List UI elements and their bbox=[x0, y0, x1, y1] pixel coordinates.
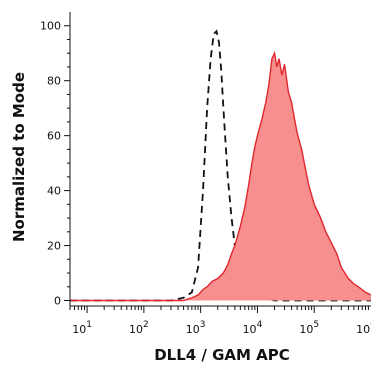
series-1-outline bbox=[70, 50, 371, 302]
x-tick-label: 101 bbox=[72, 320, 92, 336]
y-tick-label: 20 bbox=[47, 240, 61, 253]
series-1-area bbox=[70, 53, 371, 301]
x-ticks: 101 102 103 104 105 106 bbox=[69, 306, 371, 336]
plot-area bbox=[70, 29, 371, 302]
y-axis-title: Normalized to Mode bbox=[10, 72, 28, 242]
x-axis-title: DLL4 / GAM APC bbox=[154, 346, 290, 364]
y-tick-label: 0 bbox=[54, 295, 61, 308]
x-tick-label: 103 bbox=[186, 320, 206, 336]
y-tick-label: 100 bbox=[40, 20, 61, 33]
x-tick-label: 105 bbox=[299, 320, 319, 336]
y-ticks: 0 20 40 60 80 100 bbox=[40, 20, 70, 308]
x-tick-label: 102 bbox=[129, 320, 149, 336]
y-tick-label: 80 bbox=[47, 75, 61, 88]
x-tick-label: 104 bbox=[243, 320, 263, 336]
x-tick-label: 106 bbox=[356, 320, 371, 336]
y-tick-label: 40 bbox=[47, 185, 61, 198]
y-tick-label: 60 bbox=[47, 130, 61, 143]
axes bbox=[69, 12, 371, 307]
